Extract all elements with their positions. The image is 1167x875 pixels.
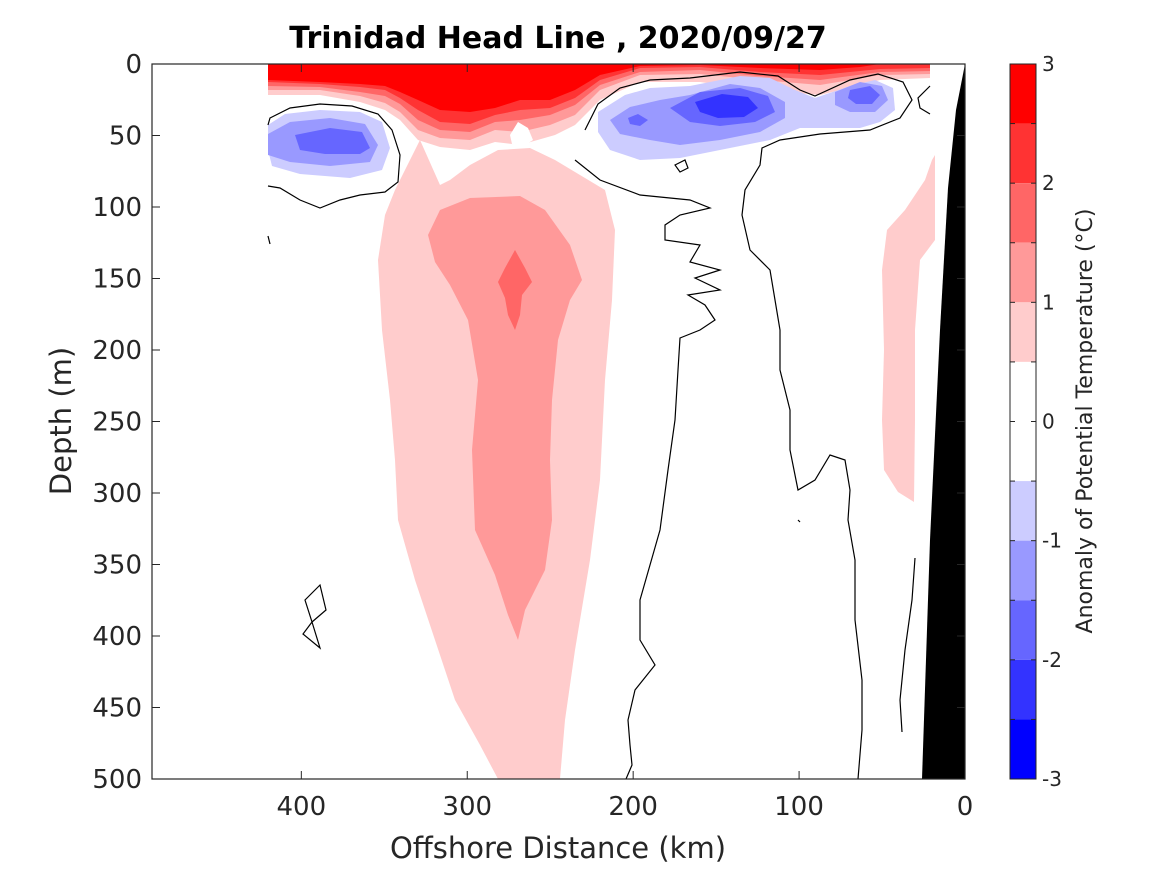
colorbar-frame (1009, 63, 1037, 780)
y-tick-label: 150 (92, 265, 142, 295)
zero-contour-stub-a (267, 235, 271, 245)
contour-fill-cold-band-min (695, 94, 758, 118)
colorbar-tick-label: 3 (1042, 52, 1055, 76)
y-tick-label: 450 (92, 694, 142, 724)
colorbar-title: Anomaly of Potential Temperature (°C) (1073, 209, 1098, 634)
contour-fill-cold-band-east-deep (848, 86, 880, 104)
colorbar-tick-label: -3 (1042, 767, 1062, 791)
x-tick-label: 400 (277, 792, 327, 822)
colorbar-swatch (1010, 719, 1036, 779)
colorbar-swatch (1010, 659, 1036, 720)
zero-contour-lines (267, 71, 931, 779)
y-tick-label: 350 (92, 551, 142, 581)
contour-fill-cold-eddy-core (295, 128, 370, 154)
colorbar-swatch (1010, 183, 1036, 243)
y-tick-label: 500 (92, 765, 142, 795)
zero-contour-deep-loop (302, 583, 327, 650)
chart-title: Trinidad Head Line , 2020/09/27 (289, 21, 826, 56)
colorbar-swatch (1010, 242, 1036, 303)
zero-contour-stub-b (797, 519, 801, 523)
x-tick-label: 200 (608, 792, 658, 822)
colorbar-swatch (1010, 64, 1036, 124)
x-tick-label: 300 (442, 792, 492, 822)
colorbar-tick-label: -1 (1042, 529, 1062, 553)
zero-contour-nearshore-band (584, 71, 913, 779)
x-axis-title: Offshore Distance (km) (390, 831, 726, 865)
colorbar-swatch (1010, 600, 1036, 660)
zero-contour-small-loop (674, 159, 689, 173)
colorbar: 3 2 1 0 -1 -2 -3 (1009, 52, 1062, 791)
contour-fill-surface-25 (268, 64, 880, 112)
x-tick-label: 100 (774, 792, 824, 822)
colorbar-swatch (1010, 481, 1036, 541)
contour-fill-cold-band-small-a (628, 114, 648, 126)
contour-fill-nearshore-warm-strip (882, 155, 935, 502)
y-tick-label: 400 (92, 622, 142, 652)
y-tick-label: 0 (125, 50, 142, 80)
colorbar-swatch (1010, 123, 1036, 184)
contour-fill-surface-hole (510, 122, 533, 147)
contour-fills (268, 64, 935, 779)
y-axis: 0 50 100 150 200 250 300 350 400 450 500 (92, 50, 965, 795)
colorbar-swatch (1010, 302, 1036, 362)
x-tick-label: 0 (957, 792, 974, 822)
y-tick-label: 100 (92, 193, 142, 223)
zero-contour-offshore-eddy (267, 103, 401, 209)
zero-contour-nearshore (899, 85, 931, 733)
y-tick-label: 200 (92, 336, 142, 366)
colorbar-tick-label: 2 (1042, 171, 1055, 195)
colorbar-tick-label: -2 (1042, 648, 1062, 672)
colorbar-tick-label: 1 (1042, 290, 1055, 314)
y-axis-title: Depth (m) (44, 347, 78, 495)
y-tick-label: 250 (92, 408, 142, 438)
colorbar-swatch (1010, 540, 1036, 601)
contour-fill-warm-core-peak (498, 250, 532, 330)
contour-fill-warm-core-mid (428, 196, 582, 640)
land-mask (922, 64, 965, 779)
y-tick-label: 300 (92, 479, 142, 509)
y-tick-label: 50 (109, 122, 142, 152)
colorbar-tick-label: 0 (1042, 410, 1055, 434)
zero-contour-fingers (574, 159, 723, 779)
x-axis: 400 300 200 100 0 (277, 64, 974, 822)
